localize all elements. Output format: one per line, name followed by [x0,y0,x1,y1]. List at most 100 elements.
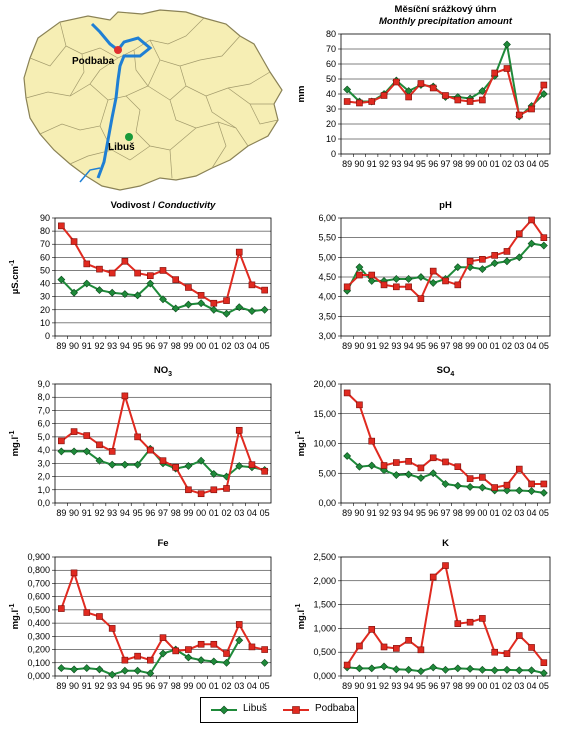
x-tick-label: 05 [539,508,549,518]
x-tick-label: 89 [56,508,66,518]
data-point [95,286,104,295]
data-point [491,252,498,259]
y-tick-label: 30 [326,104,336,114]
data-point [185,646,192,653]
x-tick-label: 99 [465,159,475,169]
x-tick-label: 90 [354,681,364,691]
data-point [442,562,449,569]
data-point [490,666,499,675]
libus-label: Libuš [108,142,135,153]
x-tick-label: 01 [490,159,500,169]
x-tick-label: 95 [416,159,426,169]
data-point [454,620,462,627]
chart-title: Fe [157,538,168,549]
y-tick-label: 5,50 [318,233,336,243]
x-tick-label: 96 [428,508,438,518]
y-tick-label: 60 [326,59,336,69]
x-tick-label: 00 [477,341,487,351]
data-point [466,618,474,626]
data-point [159,457,167,464]
x-tick-label: 96 [145,341,155,351]
y-tick-label: 0,000 [27,671,50,681]
chart-subtitle: Monthly precipitation amount [379,16,513,27]
data-point [146,669,155,678]
x-tick-label: 89 [342,681,352,691]
data-point [405,93,412,101]
x-tick-label: 95 [133,681,143,691]
data-point [108,625,116,632]
data-point [527,487,536,496]
x-tick-label: 90 [354,159,364,169]
x-tick-label: 02 [502,681,512,691]
x-tick-label: 94 [120,681,130,691]
data-point [417,646,425,654]
data-point [146,446,154,454]
y-tick-label: 0,400 [27,618,50,628]
data-point [172,647,180,655]
data-point [210,486,218,494]
data-point [355,462,364,471]
data-point [261,467,268,475]
chart-ph: 3,00 3,50 4,00 4,50 5,00 5,50 6,00 89 90 91 92 93 94… [318,200,551,351]
data-point [490,259,499,268]
data-point [134,652,141,660]
x-tick-label: 02 [222,508,232,518]
y-axis-label: mg.l-1 [9,604,21,630]
data-point [454,463,462,471]
x-tick-label: 96 [428,341,438,351]
x-tick-label: 04 [247,341,257,351]
series-podbaba [58,392,268,498]
x-tick-label: 03 [234,508,244,518]
y-tick-label: 60 [40,252,50,262]
y-axis-label: mm [296,86,307,103]
data-point [96,613,103,620]
data-point [120,666,129,675]
data-point [121,257,129,265]
x-tick-label: 95 [416,681,426,691]
data-point [70,428,78,435]
x-tick-label: 00 [477,681,487,691]
data-point [479,474,486,481]
data-point [392,665,401,674]
data-point [355,664,364,673]
y-tick-label: 2,0 [37,472,50,482]
data-point [405,636,412,644]
data-point [146,656,154,664]
data-point [367,277,376,285]
data-point [70,665,78,674]
data-point [367,461,376,470]
chart-title: pH [439,200,452,211]
x-tick-label: 04 [527,508,537,518]
data-point [404,470,413,479]
data-point [368,626,376,633]
legend-libus-marker [219,705,229,715]
x-tick-label: 98 [453,508,463,518]
data-point [442,277,449,285]
x-tick-label: 02 [502,341,512,351]
data-point [197,640,205,648]
data-point [416,667,425,676]
data-point [368,437,376,445]
data-point [380,281,388,289]
x-tick-label: 97 [440,681,450,691]
y-tick-label: 50 [326,74,336,84]
y-tick-label: 4,0 [37,445,50,455]
legend-libus-label: Libuš [243,703,267,714]
x-tick-label: 93 [391,681,401,691]
data-point [515,111,523,119]
y-tick-label: 3,0 [37,458,50,468]
data-point [515,253,524,262]
data-point [235,636,244,645]
data-point [209,469,218,478]
x-tick-label: 99 [465,341,475,351]
x-tick-label: 97 [158,508,168,518]
data-point [70,238,78,245]
data-point [404,275,413,283]
chart-title: SO4 [437,365,455,378]
data-point [82,447,91,456]
data-point [392,275,401,283]
data-point [235,426,243,434]
y-tick-label: 0,700 [27,578,50,588]
x-tick-label: 89 [56,681,66,691]
